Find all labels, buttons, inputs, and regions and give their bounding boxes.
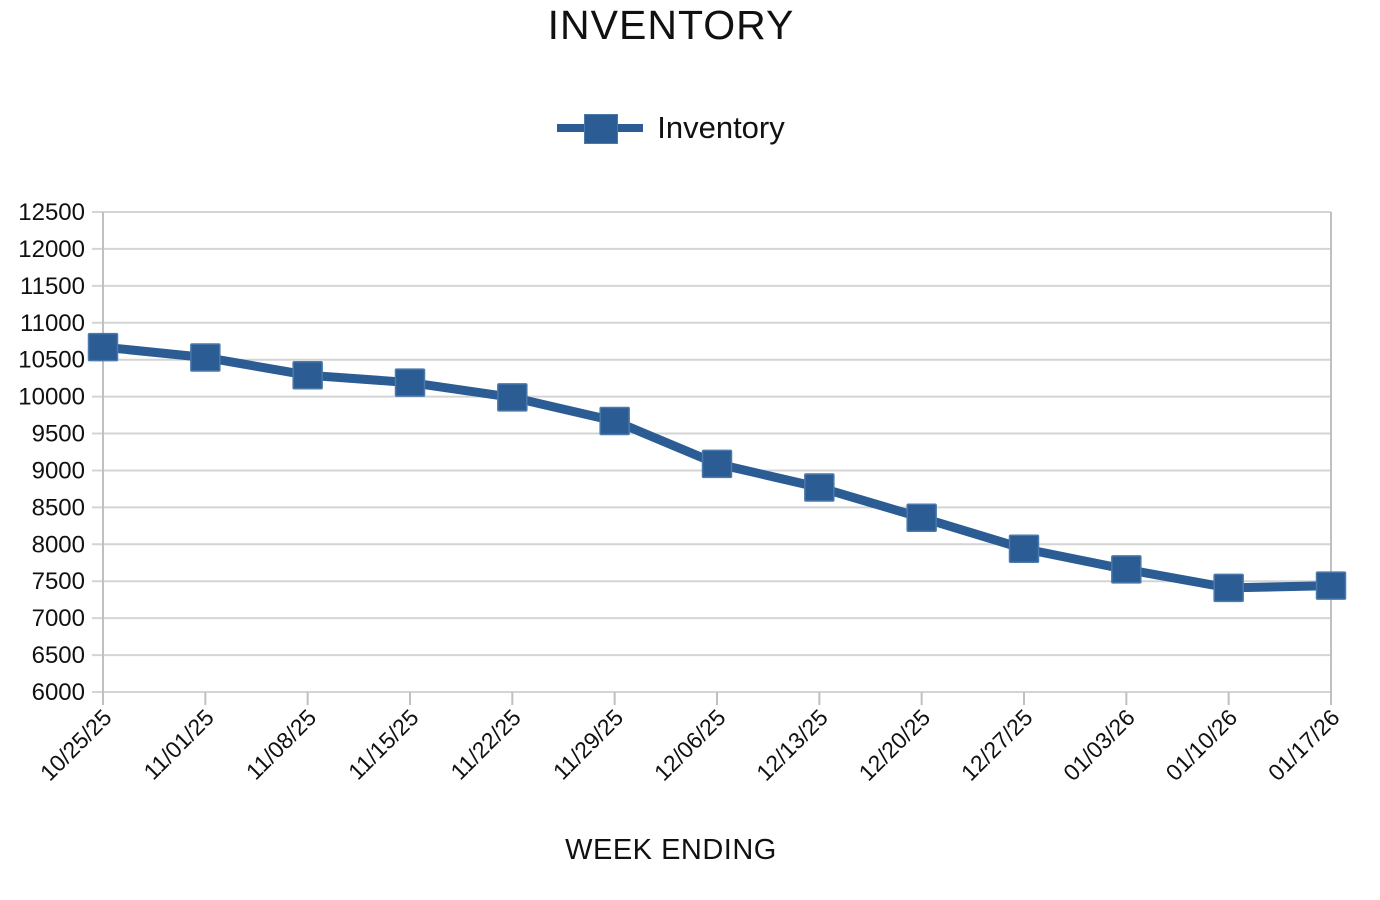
y-tick-label: 9000 — [32, 457, 85, 484]
y-tick-label: 7000 — [32, 605, 85, 632]
x-tick-label: 12/13/25 — [751, 704, 833, 786]
data-point-marker — [190, 343, 221, 372]
data-point-marker — [1315, 571, 1347, 600]
y-tick-label: 12000 — [18, 236, 85, 263]
data-point-marker — [497, 383, 528, 412]
x-tick-label: 12/20/25 — [854, 704, 936, 786]
data-point-marker — [292, 360, 323, 390]
x-tick-label: 12/06/25 — [649, 704, 731, 786]
data-point-marker — [906, 503, 937, 532]
data-point-marker — [1008, 534, 1040, 563]
x-tick-label: 10/25/25 — [35, 704, 117, 786]
x-tick-label: 11/15/25 — [343, 704, 423, 784]
data-point-marker — [1213, 573, 1244, 603]
legend: Inventory — [0, 110, 1342, 146]
x-tick-label: 01/10/26 — [1161, 704, 1243, 786]
data-point-marker — [394, 368, 426, 397]
y-tick-label: 11500 — [20, 273, 85, 300]
y-tick-label: 7500 — [32, 568, 85, 595]
data-point-marker — [804, 473, 835, 502]
x-tick-label: 01/17/26 — [1263, 704, 1345, 786]
legend-label: Inventory — [657, 110, 785, 145]
data-point-marker — [1111, 555, 1142, 584]
y-tick-label: 6000 — [32, 679, 85, 706]
data-point-marker — [701, 449, 733, 479]
x-tick-label: 11/29/25 — [548, 704, 628, 784]
legend-square-marker-icon — [584, 114, 619, 144]
x-tick-label: 11/22/25 — [445, 704, 525, 784]
data-point-marker — [599, 406, 630, 436]
x-axis-title: WEEK ENDING — [565, 834, 777, 866]
y-tick-label: 8500 — [32, 494, 85, 521]
y-tick-label: 6500 — [32, 642, 85, 669]
x-tick-label: 11/01/25 — [138, 704, 218, 784]
y-tick-label: 12500 — [18, 199, 85, 226]
y-tick-label: 10000 — [18, 384, 85, 411]
chart-title: INVENTORY — [547, 2, 795, 48]
legend-line-marker-icon — [557, 113, 644, 144]
y-tick-label: 11000 — [20, 310, 85, 337]
x-tick-label: 01/03/26 — [1058, 704, 1140, 786]
x-tick-label: 12/27/25 — [956, 704, 1038, 786]
y-tick-label: 9500 — [32, 421, 85, 448]
x-tick-label: 11/08/25 — [241, 704, 321, 784]
data-point-marker — [87, 332, 119, 362]
y-tick-label: 10500 — [18, 347, 85, 374]
y-tick-label: 8000 — [32, 531, 85, 558]
